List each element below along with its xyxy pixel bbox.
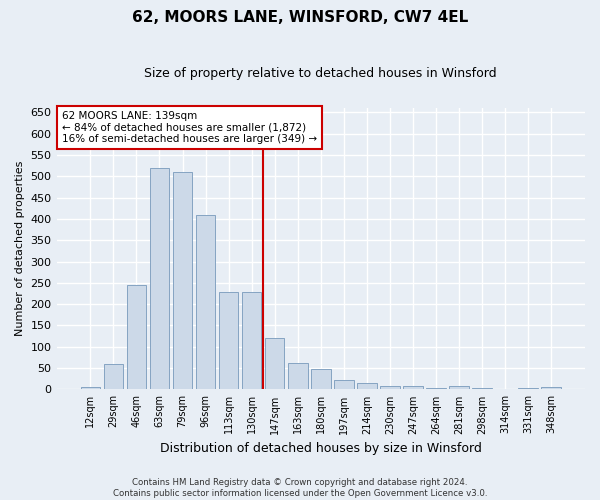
- Bar: [242, 292, 262, 390]
- Text: 62, MOORS LANE, WINSFORD, CW7 4EL: 62, MOORS LANE, WINSFORD, CW7 4EL: [132, 10, 468, 25]
- Bar: [426, 388, 446, 390]
- Bar: [149, 168, 169, 390]
- Bar: [357, 384, 377, 390]
- Bar: [518, 388, 538, 390]
- Title: Size of property relative to detached houses in Winsford: Size of property relative to detached ho…: [145, 68, 497, 80]
- X-axis label: Distribution of detached houses by size in Winsford: Distribution of detached houses by size …: [160, 442, 482, 455]
- Text: 62 MOORS LANE: 139sqm
← 84% of detached houses are smaller (1,872)
16% of semi-d: 62 MOORS LANE: 139sqm ← 84% of detached …: [62, 111, 317, 144]
- Bar: [380, 386, 400, 390]
- Bar: [127, 285, 146, 390]
- Bar: [173, 172, 193, 390]
- Bar: [541, 387, 561, 390]
- Bar: [334, 380, 353, 390]
- Bar: [196, 214, 215, 390]
- Bar: [288, 362, 308, 390]
- Bar: [311, 370, 331, 390]
- Bar: [80, 388, 100, 390]
- Bar: [403, 386, 423, 390]
- Bar: [265, 338, 284, 390]
- Bar: [104, 364, 123, 390]
- Y-axis label: Number of detached properties: Number of detached properties: [15, 161, 25, 336]
- Bar: [219, 292, 238, 390]
- Text: Contains HM Land Registry data © Crown copyright and database right 2024.
Contai: Contains HM Land Registry data © Crown c…: [113, 478, 487, 498]
- Bar: [449, 386, 469, 390]
- Bar: [472, 388, 492, 390]
